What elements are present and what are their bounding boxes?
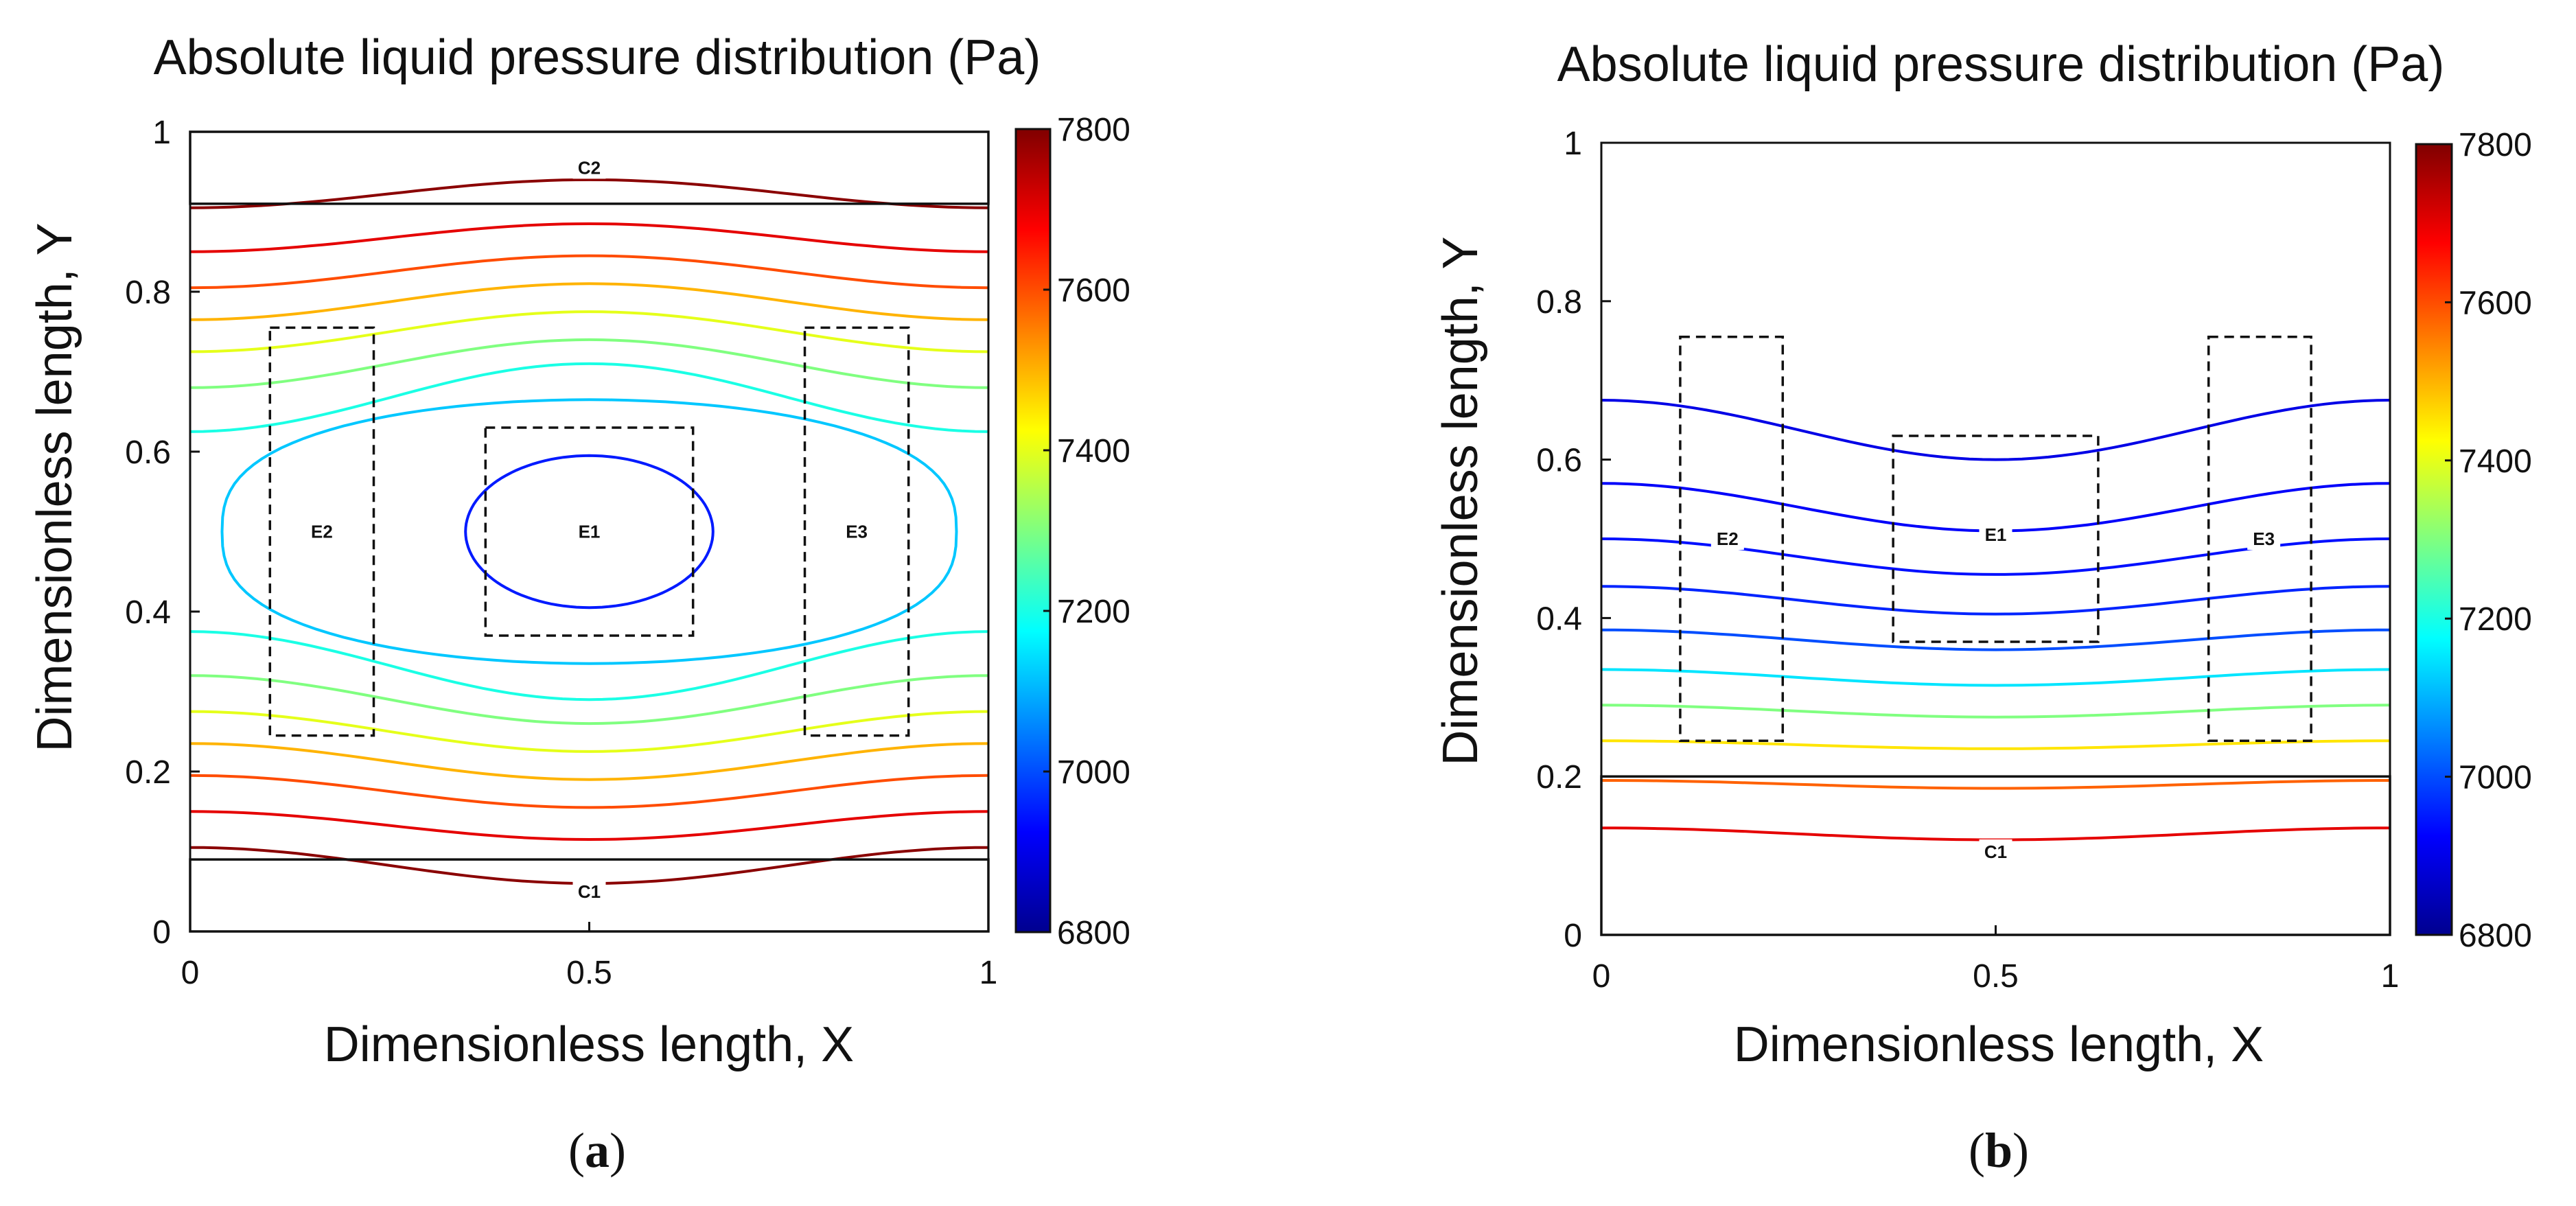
colorbar-tick-label: 6800 bbox=[2459, 918, 2532, 954]
colorbar: 6800 7000 7200 7400 7600 7800 bbox=[2415, 127, 2532, 954]
plot-area: E1 E2 E3 C1 0 0.5 1 0 0.2 0.4 0.6 0.8 1 bbox=[1536, 126, 2399, 995]
contour-line bbox=[1601, 826, 2391, 842]
contour-line bbox=[189, 254, 989, 290]
y-axis-label: Dimensionless length, Y bbox=[1433, 236, 1488, 765]
panel-b: Absolute liquid pressure distribution (P… bbox=[1433, 37, 2532, 1178]
electrode-label: E2 bbox=[1717, 529, 1739, 549]
contour-closed bbox=[464, 454, 715, 610]
colorbar-tick-label: 7800 bbox=[1057, 112, 1130, 148]
contour-line bbox=[1601, 628, 2391, 651]
y-tick-label: 1 bbox=[152, 115, 171, 151]
colorbar-tick-label: 6800 bbox=[1057, 915, 1130, 951]
contour-line bbox=[189, 630, 989, 701]
contour-line bbox=[189, 282, 989, 321]
electrode-region bbox=[1679, 335, 1785, 743]
channel-label: C1 bbox=[1984, 842, 2007, 862]
contour-line bbox=[1601, 779, 2390, 790]
plot-area: E1 E2 E3 C1 C2 0 0.5 1 0 0.2 0.4 0.6 0.8 1 bbox=[125, 115, 997, 991]
x-tick-label: 1 bbox=[979, 955, 998, 991]
channel-label: C1 bbox=[578, 881, 601, 902]
y-axis-label: Dimensionless length, Y bbox=[27, 222, 82, 752]
y-tick-label: 0.4 bbox=[125, 594, 171, 631]
colorbar-gradient bbox=[2415, 143, 2453, 936]
label-backdrop bbox=[1979, 522, 2012, 546]
contour-line bbox=[1601, 739, 2390, 750]
x-tick-label: 0 bbox=[1592, 958, 1611, 995]
electrode-label: E3 bbox=[846, 522, 868, 542]
contour-line bbox=[189, 710, 989, 753]
label-backdrop bbox=[305, 519, 338, 543]
x-tick-label: 1 bbox=[2381, 958, 2400, 995]
x-tick-label: 0.5 bbox=[1973, 958, 2019, 995]
contour-line bbox=[189, 362, 989, 433]
label-backdrop bbox=[572, 519, 606, 543]
contour-line bbox=[189, 774, 989, 809]
contour-closed bbox=[220, 398, 958, 665]
electrode-region bbox=[2207, 335, 2312, 743]
chart-title: Absolute liquid pressure distribution (P… bbox=[1557, 37, 2445, 92]
colorbar-tick-label: 7000 bbox=[2459, 760, 2532, 796]
y-tick-label: 0.8 bbox=[125, 275, 171, 311]
label-backdrop bbox=[1979, 839, 2012, 863]
x-axis-label: Dimensionless length, X bbox=[1734, 1017, 2264, 1072]
colorbar-gradient bbox=[1014, 128, 1052, 934]
electrode-label: E3 bbox=[2253, 529, 2275, 549]
y-tick-label: 0 bbox=[1564, 918, 1582, 954]
x-tick-label: 0 bbox=[181, 955, 200, 991]
y-tick-label: 0.6 bbox=[125, 434, 171, 471]
label-backdrop bbox=[2247, 526, 2281, 550]
electrode-label: E2 bbox=[311, 522, 333, 542]
label-backdrop bbox=[840, 519, 874, 543]
electrode-label: E1 bbox=[1985, 524, 2007, 545]
contour-line bbox=[1601, 668, 2391, 687]
contour-line bbox=[189, 310, 989, 353]
contour-line bbox=[1601, 585, 2391, 616]
y-tick-label: 0 bbox=[152, 914, 171, 951]
contour-line bbox=[189, 338, 989, 389]
colorbar-tick-label: 7200 bbox=[1057, 594, 1130, 630]
y-tick-label: 1 bbox=[1564, 126, 1582, 162]
y-tick-label: 0.8 bbox=[1536, 284, 1582, 321]
x-axis-label: Dimensionless length, X bbox=[324, 1017, 854, 1072]
contour-line bbox=[189, 178, 989, 209]
contour-line bbox=[1601, 399, 2391, 461]
electrode-region bbox=[484, 426, 695, 637]
y-tick-label: 0.6 bbox=[1536, 443, 1582, 479]
panel-a: Absolute liquid pressure distribution (P… bbox=[27, 30, 1130, 1178]
y-tick-label: 0.2 bbox=[125, 754, 171, 791]
label-backdrop bbox=[572, 879, 606, 903]
colorbar: 6800 7000 7200 7400 7600 7800 bbox=[1014, 112, 1130, 951]
colorbar-tick-label: 7200 bbox=[2459, 601, 2532, 638]
electrode-region bbox=[1892, 434, 2100, 643]
contour-line bbox=[189, 674, 989, 726]
label-backdrop bbox=[572, 155, 606, 179]
colorbar-tick-label: 7400 bbox=[2459, 443, 2532, 480]
panel-caption: (a) bbox=[568, 1123, 626, 1178]
electrode-label: E1 bbox=[579, 522, 601, 542]
electrode-region bbox=[803, 326, 910, 737]
contour-line bbox=[189, 222, 989, 253]
electrode-region bbox=[268, 326, 375, 737]
colorbar-tick-label: 7800 bbox=[2459, 127, 2532, 163]
contour-line bbox=[1601, 704, 2391, 719]
channel-label: C2 bbox=[578, 157, 601, 178]
colorbar-tick-label: 7400 bbox=[1057, 433, 1130, 469]
label-backdrop bbox=[1710, 526, 1744, 550]
panel-caption: (b) bbox=[1969, 1123, 2029, 1178]
y-tick-label: 0.2 bbox=[1536, 759, 1582, 796]
colorbar-tick-label: 7000 bbox=[1057, 754, 1130, 791]
colorbar-tick-label: 7600 bbox=[2459, 285, 2532, 321]
chart-title: Absolute liquid pressure distribution (P… bbox=[154, 30, 1041, 85]
contour-line bbox=[189, 742, 989, 781]
y-tick-label: 0.4 bbox=[1536, 601, 1582, 637]
colorbar-tick-label: 7600 bbox=[1057, 272, 1130, 309]
x-tick-label: 0.5 bbox=[566, 955, 612, 991]
contour-line bbox=[189, 810, 989, 842]
contour-line bbox=[189, 846, 989, 885]
